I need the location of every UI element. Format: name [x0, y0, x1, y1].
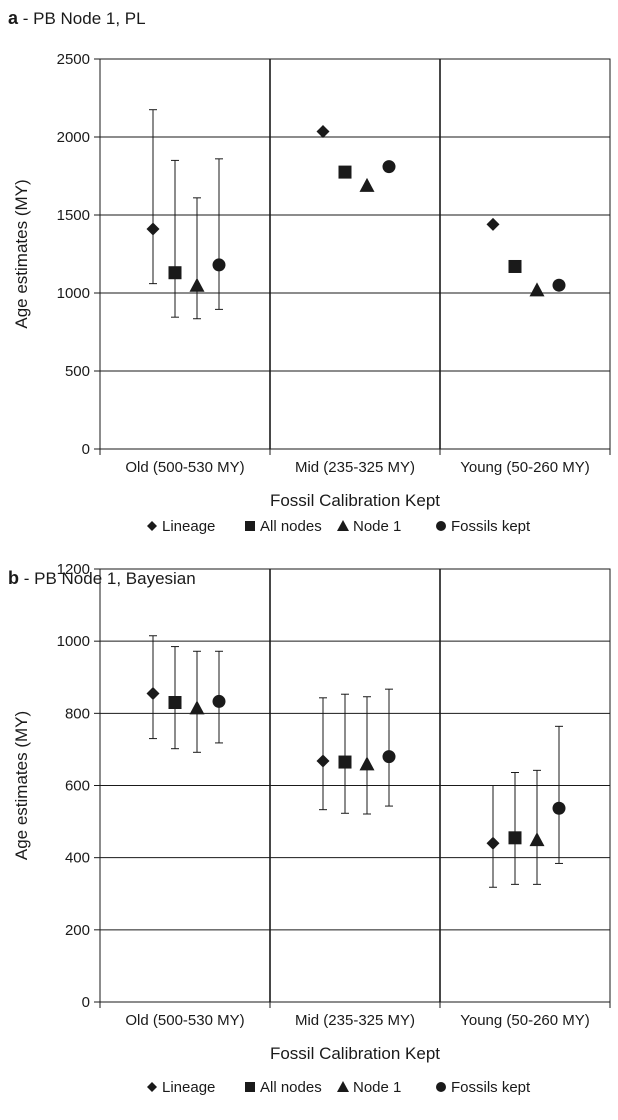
- legend-label: Lineage: [162, 1079, 215, 1096]
- legend-label: Node 1: [353, 1079, 401, 1096]
- y-tick-label: 0: [82, 994, 90, 1011]
- x-axis-title: Fossil Calibration Kept: [270, 1044, 440, 1063]
- x-category-label: Young (50-260 MY): [460, 1012, 590, 1029]
- plot-frame: [100, 59, 610, 449]
- x-axis-title: Fossil Calibration Kept: [270, 491, 440, 510]
- y-tick-label: 0: [82, 441, 90, 458]
- data-point-circle: [213, 258, 226, 271]
- x-category-label: Old (500-530 MY): [125, 1012, 244, 1029]
- x-category-label: Mid (235-325 MY): [295, 1012, 415, 1029]
- y-tick-label: 1200: [57, 561, 90, 578]
- y-tick-label: 400: [65, 850, 90, 867]
- y-tick-label: 1500: [57, 207, 90, 224]
- data-point-circle: [213, 695, 226, 708]
- y-axis-title: Age estimates (MY): [12, 179, 31, 328]
- data-point-diamond: [147, 687, 160, 700]
- data-point-diamond: [317, 754, 330, 767]
- data-point-square: [509, 260, 522, 273]
- plot-svg-a: 0 500 1000 1500 2000 2500 Old (500-530 MY) Mid …: [0, 0, 618, 560]
- data-point-circle: [553, 279, 566, 292]
- legend-marker-square: [245, 521, 255, 531]
- y-tick-label: 200: [65, 922, 90, 939]
- x-category-label: Young (50-260 MY): [460, 459, 590, 476]
- x-category-label: Mid (235-325 MY): [295, 459, 415, 476]
- data-point-square: [339, 756, 352, 769]
- data-point-square: [169, 266, 182, 279]
- legend-label: Lineage: [162, 518, 215, 535]
- y-tick-label: 1000: [57, 633, 90, 650]
- y-tick-label: 500: [65, 363, 90, 380]
- data-point-triangle: [190, 278, 205, 292]
- data-point-diamond: [317, 125, 330, 138]
- data-point-triangle: [360, 756, 375, 770]
- legend-marker-triangle: [337, 1081, 349, 1092]
- legend-marker-triangle: [337, 520, 349, 531]
- data-point-diamond: [147, 223, 160, 236]
- legend-label: All nodes: [260, 518, 322, 535]
- legend-marker-circle: [436, 1082, 446, 1092]
- data-point-square: [339, 166, 352, 179]
- chart-panel-b: b - PB Node 1, Bayesian 0 200 400 600 800 100…: [0, 560, 618, 1120]
- data-point-circle: [383, 160, 396, 173]
- y-tick-label: 600: [65, 778, 90, 795]
- data-point-triangle: [530, 832, 545, 846]
- y-tick-label: 2500: [57, 51, 90, 68]
- legend-label: All nodes: [260, 1079, 322, 1096]
- data-point-diamond: [487, 218, 500, 231]
- legend-marker-diamond: [147, 521, 157, 531]
- y-tick-label: 800: [65, 705, 90, 722]
- legend-marker-circle: [436, 521, 446, 531]
- data-point-circle: [553, 802, 566, 815]
- data-point-square: [509, 831, 522, 844]
- y-axis-title: Age estimates (MY): [12, 711, 31, 860]
- legend-marker-diamond: [147, 1082, 157, 1092]
- data-point-square: [169, 696, 182, 709]
- legend-label: Node 1: [353, 518, 401, 535]
- data-point-circle: [383, 750, 396, 763]
- plot-svg-b: 0 200 400 600 800 1000 1200 Old (500-530 MY) Mid…: [0, 560, 618, 1120]
- y-tick-label: 1000: [57, 285, 90, 302]
- legend-label: Fossils kept: [451, 1079, 531, 1096]
- legend-marker-square: [245, 1082, 255, 1092]
- legend-label: Fossils kept: [451, 518, 531, 535]
- data-point-triangle: [530, 282, 545, 296]
- x-category-label: Old (500-530 MY): [125, 459, 244, 476]
- data-point-diamond: [487, 837, 500, 850]
- chart-panel-a: a - PB Node 1, PL 0 500 1000 1500 2000 2500 Ol…: [0, 0, 618, 560]
- y-tick-label: 2000: [57, 129, 90, 146]
- data-point-triangle: [190, 700, 205, 714]
- data-point-triangle: [360, 178, 375, 192]
